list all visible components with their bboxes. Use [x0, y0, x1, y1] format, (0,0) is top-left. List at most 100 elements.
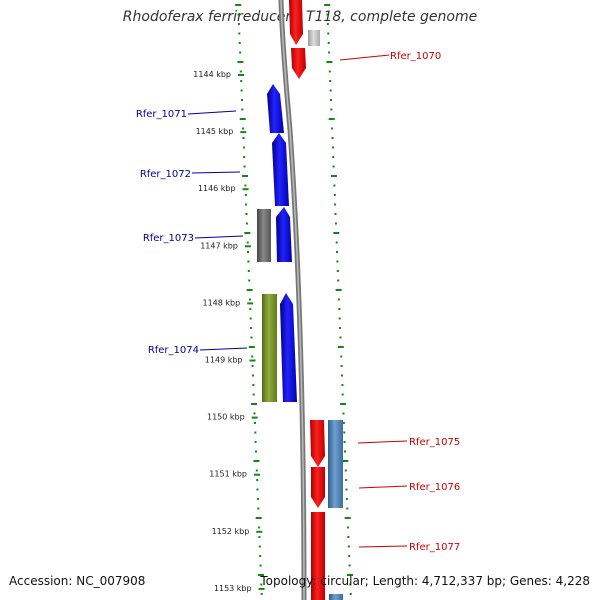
right-rail-dot — [342, 412, 345, 415]
right-rail-dot — [334, 213, 337, 215]
right-rail-dot — [345, 479, 348, 481]
gene-label-rfer-1077[interactable]: Rfer_1077 — [409, 542, 460, 553]
gene-arrow-rfer-1075[interactable] — [310, 420, 325, 467]
gene-block-rfer-1074[interactable] — [262, 294, 277, 402]
gene-label-rfer-1070[interactable]: Rfer_1070 — [390, 51, 441, 62]
left-rail-dot — [238, 32, 241, 35]
left-rail-dot — [258, 545, 261, 548]
accession-text: Accession: NC_007908 — [9, 574, 146, 588]
gene-block-top-gray[interactable] — [308, 30, 320, 46]
right-rail-dot — [338, 308, 341, 310]
left-rail-dot — [253, 412, 256, 415]
right-rail-dot — [336, 251, 338, 253]
left-rail-dot — [241, 99, 243, 101]
scale-axis: 1144 kbp 1145 kbp 1146 kbp 1147 kbp 1148 kbp… — [193, 70, 265, 593]
right-rail-dot — [334, 222, 337, 225]
scale-tick-label: 1152 kbp — [212, 527, 250, 536]
left-rail-dot — [253, 422, 256, 424]
scale-tick-mark — [258, 587, 265, 590]
genome-backbone-highlight — [280, 0, 305, 600]
leader-line-rfer-1072 — [191, 171, 241, 174]
left-rail-dot — [251, 403, 258, 405]
scale-tick-label: 1148 kbp — [202, 298, 240, 307]
right-rail-dot — [340, 403, 347, 405]
left-rail-dot — [252, 384, 255, 386]
right-rail-dot — [335, 241, 338, 244]
right-rail-dot — [326, 13, 329, 16]
right-rail-dot — [327, 32, 330, 35]
scale-tick-label: 1150 kbp — [207, 413, 245, 422]
left-rail-dot — [258, 526, 261, 529]
gene-arrow-rfer-1074-forward[interactable] — [280, 293, 297, 402]
gene-label-rfer-1075[interactable]: Rfer_1075 — [409, 437, 460, 448]
scale-tick-label: 1146 kbp — [198, 184, 236, 193]
right-rail-dot — [347, 574, 353, 576]
right-dotted-rail — [324, 4, 353, 595]
right-rail-dot — [340, 365, 343, 367]
gene-arrow-rfer-1076[interactable] — [311, 467, 325, 508]
left-rail-dot — [253, 460, 260, 462]
left-rail-dot — [243, 165, 246, 168]
gene-block-rfer-1077[interactable] — [311, 512, 325, 600]
right-rail-dot — [328, 70, 331, 73]
right-rail-dot — [330, 108, 333, 111]
right-rail-dot — [341, 384, 344, 386]
leader-line-rfer-1073 — [194, 235, 244, 239]
right-rail-dot — [333, 184, 336, 187]
left-rail-dot — [255, 517, 262, 519]
gene-block-rfer-1073[interactable] — [257, 209, 271, 262]
gene-label-rfer-1072[interactable]: Rfer_1072 — [140, 169, 191, 180]
left-rail-dot — [244, 232, 251, 234]
left-rail-dot — [239, 70, 242, 73]
scale-tick-mark — [249, 359, 256, 362]
left-rail-dot — [255, 469, 258, 472]
scale-tick-label: 1147 kbp — [200, 241, 238, 250]
gene-label-rfer-1074[interactable]: Rfer_1074 — [148, 345, 199, 356]
gene-features — [257, 0, 343, 600]
leader-line-rfer-1070 — [339, 54, 390, 61]
right-rail-dot — [347, 526, 350, 529]
left-rail-dot — [242, 175, 248, 177]
leader-line-rfer-1075 — [357, 440, 408, 444]
scale-tick-mark — [240, 131, 247, 134]
gene-arrow-rfer-1073-forward[interactable] — [276, 207, 292, 262]
right-rail-dot — [336, 260, 339, 263]
right-rail-dot — [340, 355, 343, 358]
right-rail-dot — [338, 317, 341, 320]
topology-text: Topology: circular; Length: 4,712,337 bp… — [260, 574, 590, 588]
left-rail-dot — [237, 23, 240, 25]
left-rail-dot — [244, 184, 247, 187]
leader-line-rfer-1077 — [358, 545, 408, 548]
left-rail-dot — [250, 327, 253, 329]
gene-block-bottom-steel[interactable] — [329, 594, 343, 600]
right-rail-dot — [348, 555, 351, 557]
left-rail-dot — [237, 13, 240, 16]
gene-arrow-top-red[interactable] — [289, 0, 303, 45]
right-rail-dot — [349, 593, 352, 595]
right-rail-dot — [324, 4, 331, 6]
right-rail-dot — [344, 469, 347, 472]
right-rail-dot — [341, 393, 344, 396]
left-rail-dot — [252, 393, 255, 396]
gene-label-rfer-1071[interactable]: Rfer_1071 — [136, 109, 187, 120]
left-rail-dot — [257, 507, 260, 510]
right-rail-dot — [327, 42, 330, 44]
right-rail-dot — [345, 498, 348, 500]
left-rail-dot — [246, 241, 249, 244]
left-dotted-rail — [235, 4, 264, 595]
gene-label-rfer-1073[interactable]: Rfer_1073 — [143, 233, 194, 244]
leader-line-rfer-1071 — [187, 110, 237, 115]
gene-arrow-rfer-1072[interactable] — [272, 133, 289, 206]
left-rail-dot — [256, 498, 259, 500]
right-rail-dot — [344, 450, 346, 453]
gene-label-rfer-1076[interactable]: Rfer_1076 — [409, 482, 460, 493]
left-rail-dot — [251, 365, 254, 367]
gene-arrow-rfer-1071[interactable] — [267, 84, 284, 133]
gene-arrow-rfer-1070[interactable] — [291, 48, 306, 79]
gene-block-rfer-1076[interactable] — [328, 420, 343, 508]
right-rail-dot — [337, 298, 340, 301]
scale-tick-mark — [247, 302, 254, 305]
left-rail-dot — [246, 289, 253, 291]
right-rail-dot — [333, 232, 340, 234]
